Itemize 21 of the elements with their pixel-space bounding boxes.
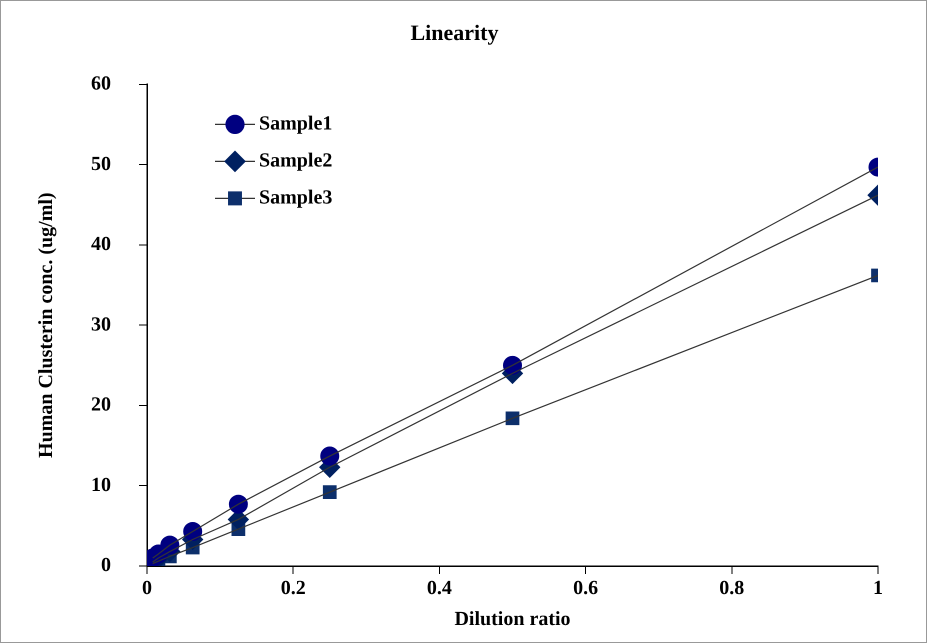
chart-title: Linearity [410,20,498,45]
legend-label: Sample1 [259,112,332,135]
y-tick-label: 40 [91,233,111,256]
x-tick-label: 1 [873,577,883,600]
legend-label: Sample3 [259,186,332,209]
point [228,494,248,514]
y-tick-label: 10 [91,474,111,496]
y-axis-title: Human Clusterin conc. (ug/ml) [35,192,58,458]
x-tick-label: 0 [142,577,152,600]
y-tick-label: 0 [101,554,111,576]
x-axis-title: Dilution ratio [454,608,571,630]
point [320,446,340,466]
y-tick-label: 30 [91,313,111,336]
y-tick-label: 20 [91,394,111,416]
x-tick-label: 0.2 [280,577,306,600]
x-tick-label: 0.8 [719,577,744,600]
legend-label: Sample2 [259,150,332,172]
y-tick-label: 50 [91,152,111,175]
x-tick-label: 0.4 [426,577,452,600]
x-tick-label: 0.6 [573,577,598,600]
y-tick-label: 60 [91,72,111,95]
